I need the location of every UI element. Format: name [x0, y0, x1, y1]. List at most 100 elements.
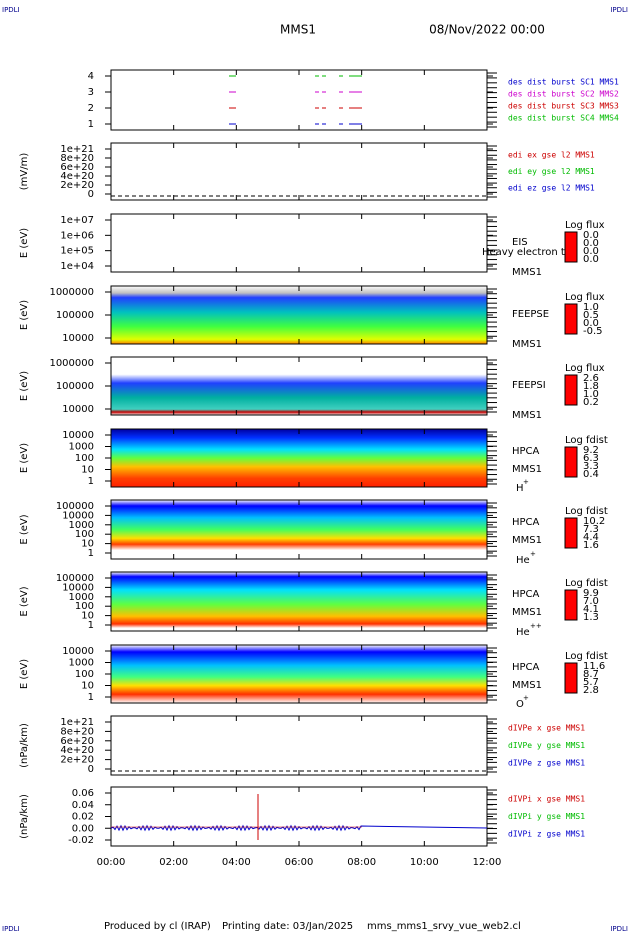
y-tick-label: 0.00 — [72, 823, 94, 834]
instrument-label: HPCA — [512, 446, 540, 457]
colorbar-label: 9.9 — [583, 588, 599, 599]
y-tick-label: 0.04 — [72, 800, 94, 811]
x-tick-label: 08:00 — [347, 857, 376, 868]
x-tick-label: 10:00 — [410, 857, 439, 868]
y-tick-label: 1 — [88, 692, 94, 703]
spectrogram — [111, 429, 487, 487]
y-tick-label: 1 — [88, 119, 94, 130]
panel-frame — [110, 786, 488, 847]
colorbar-label: 5.7 — [583, 677, 599, 688]
y-axis-label: E (eV) — [19, 586, 30, 616]
colorbar-label: 0.0 — [583, 230, 599, 241]
corner-label: IPDLI — [2, 925, 20, 933]
y-tick-label: 4e+20 — [60, 745, 94, 756]
colorbar-label: 7.0 — [583, 596, 599, 607]
spectrogram — [111, 357, 487, 415]
y-tick-label: 1000 — [69, 442, 94, 453]
colorbar-title: Log flux — [565, 292, 605, 303]
legend-entry: dIVPe y gse MMS1 — [508, 741, 585, 750]
x-tick-label: 04:00 — [222, 857, 251, 868]
x-tick-label: 02:00 — [159, 857, 188, 868]
y-tick-label: 6e+20 — [60, 736, 94, 747]
date: 08/Nov/2022 00:00 — [429, 23, 545, 37]
y-tick-label: 1e+21 — [60, 717, 94, 728]
y-tick-label: 10 — [81, 611, 94, 622]
colorbar-label: 8.7 — [583, 669, 599, 680]
y-tick-label: 4e+20 — [60, 171, 94, 182]
y-tick-label: 10000 — [62, 333, 94, 344]
instrument-label: MMS1 — [512, 339, 542, 350]
y-tick-label: 1000000 — [49, 358, 94, 369]
colorbar-label: 1.6 — [583, 540, 599, 551]
legend-entry: dIVPi x gse MMS1 — [508, 795, 585, 804]
colorbar-label: 2.8 — [583, 685, 599, 696]
y-tick-label: 1 — [88, 620, 94, 631]
y-axis-label: E (eV) — [19, 443, 30, 473]
instrument-label: FEEPSE — [512, 309, 549, 320]
y-axis-label: E (eV) — [19, 300, 30, 330]
legend-entry: dIVPe z gse MMS1 — [508, 759, 585, 768]
colorbar-title: Log fdist — [565, 506, 608, 517]
legend-entry: edi ez gse l2 MMS1 — [508, 184, 595, 193]
y-axis-label: E (eV) — [19, 228, 30, 258]
legend-entry: des dist burst SC3 MMS3 — [508, 102, 619, 111]
y-tick-label: 1000 — [69, 658, 94, 669]
instrument-label: MMS1 — [512, 607, 542, 618]
corner-label: IPDLI — [610, 6, 628, 14]
species-charge: + — [530, 550, 536, 558]
y-tick-label: 6e+20 — [60, 162, 94, 173]
colorbar-label: 1.0 — [583, 302, 599, 313]
colorbar-title: Log flux — [565, 363, 605, 374]
colorbar-label: 0.2 — [583, 397, 599, 408]
colorbar — [564, 303, 578, 335]
legend-entry: des dist burst SC1 MMS1 — [508, 78, 619, 87]
y-tick-label: 0 — [88, 189, 94, 200]
corner-label: IPDLI — [610, 925, 628, 933]
spacecraft: MMS1 — [280, 23, 316, 37]
colorbar-label: 7.3 — [583, 524, 599, 535]
colorbar-title: Log fdist — [565, 578, 608, 589]
spectrogram — [111, 572, 487, 631]
y-tick-label: 8e+20 — [60, 153, 94, 164]
colorbar — [564, 662, 578, 694]
x-tick-label: 00:00 — [97, 857, 126, 868]
y-tick-label: 1e+21 — [60, 144, 94, 155]
y-tick-label: 1e+04 — [60, 261, 94, 272]
footer-date: Printing date: 03/Jan/2025 — [222, 921, 353, 932]
y-tick-label: 10 — [81, 539, 94, 550]
y-tick-label: -0.02 — [68, 835, 94, 846]
y-tick-label: 10000 — [62, 582, 94, 593]
y-axis-label: E (eV) — [19, 659, 30, 689]
instrument-label: MMS1 — [512, 410, 542, 421]
colorbar-label: 0.5 — [583, 310, 599, 321]
corner-label: IPDLI — [2, 6, 20, 14]
instrument-label: HPCA — [512, 517, 540, 528]
y-tick-label: 4 — [88, 71, 94, 82]
spectrogram — [111, 500, 487, 559]
panel-frame — [110, 715, 488, 776]
panel-frame — [110, 213, 488, 273]
legend-entry: dIVPi z gse MMS1 — [508, 830, 585, 839]
legend-entry: des dist burst SC2 MMS2 — [508, 90, 619, 99]
y-tick-label: 1000 — [69, 520, 94, 531]
colorbar-label: 4.4 — [583, 532, 599, 543]
instrument-label: HPCA — [512, 662, 540, 673]
y-tick-label: 100000 — [56, 501, 94, 512]
colorbar — [564, 231, 578, 263]
colorbar-label: 3.3 — [583, 461, 599, 472]
y-tick-label: 100 — [75, 453, 94, 464]
legend-entry: edi ex gse l2 MMS1 — [508, 151, 595, 160]
y-tick-label: 100000 — [56, 381, 94, 392]
species-label: He — [516, 555, 530, 566]
y-tick-label: 10000 — [62, 646, 94, 657]
y-axis-label: (mV/m) — [19, 153, 30, 191]
colorbar — [564, 517, 578, 549]
y-tick-label: 10000 — [62, 510, 94, 521]
instrument-label: HPCA — [512, 589, 540, 600]
y-tick-label: 1e+05 — [60, 246, 94, 257]
colorbar-label: 1.8 — [583, 381, 599, 392]
y-tick-label: 0.06 — [72, 788, 94, 799]
y-tick-label: 1000000 — [49, 287, 94, 298]
instrument-label: MMS1 — [512, 535, 542, 546]
colorbar-label: 1.0 — [583, 389, 599, 400]
